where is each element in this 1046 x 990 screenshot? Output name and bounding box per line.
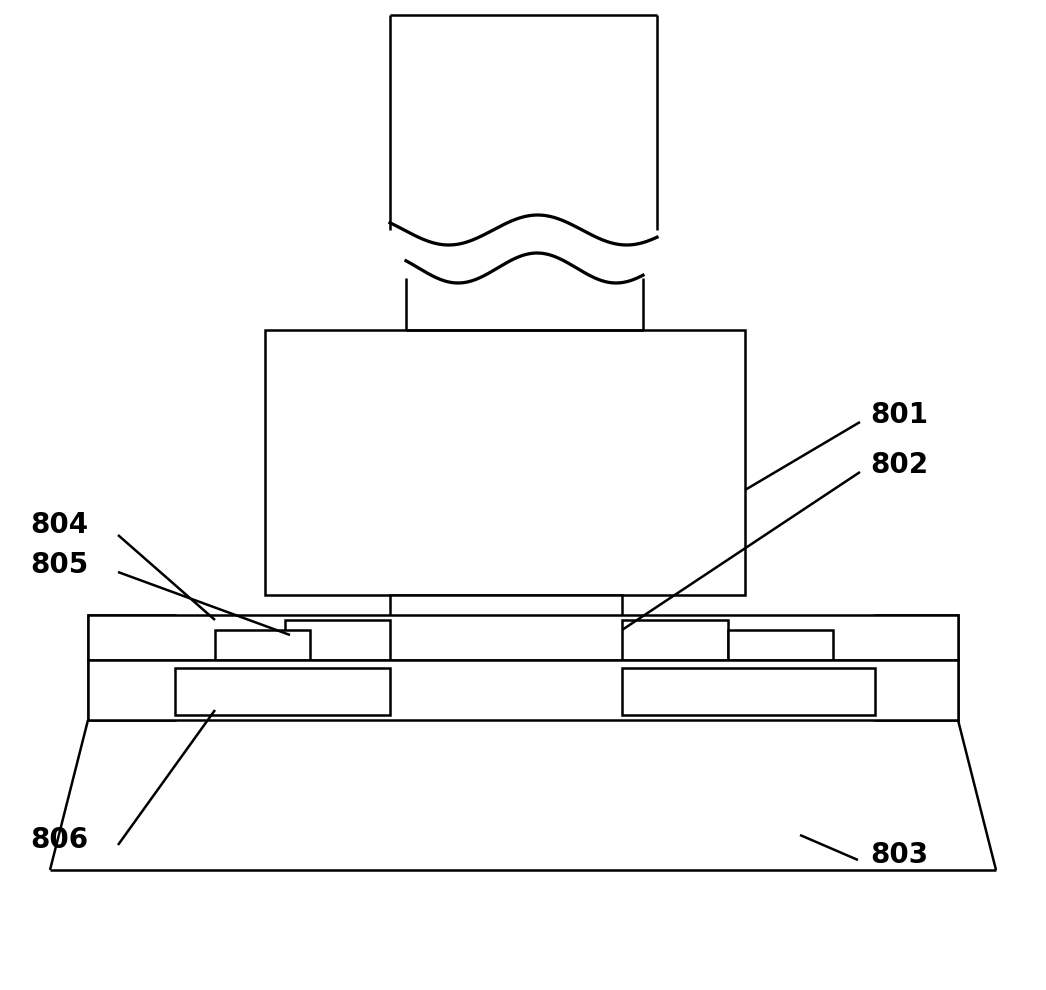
Text: 806: 806 — [30, 826, 88, 854]
Bar — [215, 630, 310, 660]
Bar — [390, 595, 622, 660]
Text: 801: 801 — [870, 401, 928, 429]
Bar — [622, 668, 876, 715]
Text: 805: 805 — [30, 551, 88, 579]
Bar — [265, 330, 745, 595]
Bar — [728, 630, 833, 660]
Text: 804: 804 — [30, 511, 88, 539]
Text: 802: 802 — [870, 451, 928, 479]
Bar — [285, 620, 390, 660]
Bar — [88, 615, 958, 660]
Text: 803: 803 — [870, 841, 928, 869]
Bar — [175, 668, 390, 715]
Bar — [88, 615, 175, 720]
Bar — [88, 660, 958, 720]
Bar — [622, 620, 728, 660]
Bar — [876, 615, 958, 720]
